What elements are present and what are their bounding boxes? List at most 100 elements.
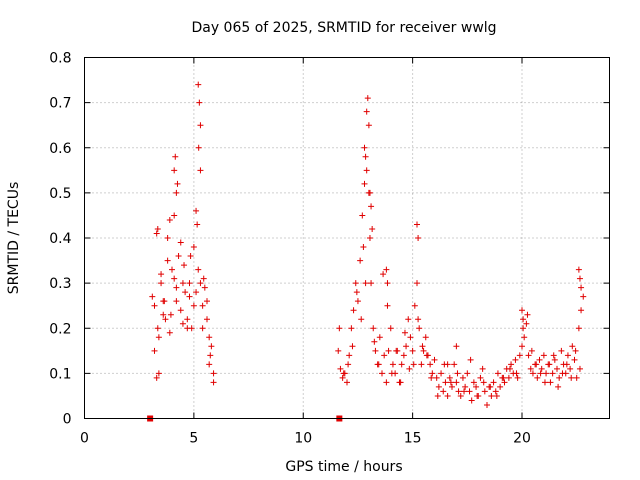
data-point	[164, 257, 171, 264]
data-point	[193, 207, 200, 214]
data-point	[346, 352, 353, 359]
data-point	[204, 298, 210, 305]
data-points	[147, 81, 587, 422]
data-point	[171, 212, 178, 219]
data-point	[368, 280, 375, 287]
y-axis-label: SRMTID / TECUs	[6, 182, 22, 295]
x-tick-label: 20	[513, 431, 531, 447]
data-point	[407, 334, 414, 341]
y-tick-label: 0.7	[49, 96, 71, 112]
y-tick-label: 0.2	[49, 321, 71, 337]
data-point	[151, 302, 158, 309]
data-point	[201, 284, 208, 291]
x-tick-label: 15	[404, 431, 422, 447]
data-point	[575, 266, 582, 273]
data-point	[563, 361, 570, 368]
data-point	[534, 374, 541, 381]
data-point	[380, 271, 387, 278]
data-point	[409, 347, 416, 354]
data-point	[193, 289, 200, 296]
data-point	[551, 356, 558, 363]
data-point	[401, 329, 408, 336]
data-point	[171, 167, 178, 174]
data-point	[177, 307, 184, 314]
data-point	[576, 275, 583, 282]
data-point	[363, 167, 370, 174]
data-point	[568, 374, 575, 381]
data-point	[497, 383, 504, 390]
data-point	[431, 356, 438, 363]
data-point	[492, 388, 499, 395]
data-point	[422, 334, 429, 341]
data-point	[369, 225, 376, 232]
data-point	[337, 365, 344, 372]
data-point	[468, 397, 475, 404]
data-point	[383, 379, 390, 386]
data-point	[197, 122, 204, 129]
data-point	[558, 347, 565, 354]
data-point	[455, 388, 462, 395]
data-point	[336, 325, 343, 332]
data-point	[206, 334, 213, 341]
data-point	[567, 365, 574, 372]
data-point	[385, 347, 392, 354]
data-point	[208, 343, 215, 350]
data-point	[195, 266, 202, 273]
data-point	[389, 361, 396, 368]
data-point	[210, 370, 217, 377]
data-point	[190, 302, 197, 309]
chart-title: Day 065 of 2025, SRMTID for receiver wwl…	[191, 20, 496, 36]
data-point	[179, 280, 186, 287]
data-point	[210, 379, 217, 386]
data-point	[182, 289, 189, 296]
data-point	[543, 370, 550, 377]
data-point	[371, 338, 378, 345]
data-point	[473, 383, 480, 390]
data-point	[206, 361, 213, 368]
data-point	[575, 325, 582, 332]
data-point	[397, 379, 404, 386]
data-point	[554, 365, 560, 372]
data-point	[444, 361, 451, 368]
data-point	[364, 95, 371, 102]
data-point	[438, 370, 445, 377]
data-point	[195, 144, 202, 151]
data-point	[479, 365, 486, 372]
data-point	[354, 298, 361, 305]
data-point	[166, 216, 173, 223]
data-point	[444, 392, 451, 399]
data-point	[453, 343, 460, 350]
data-point	[339, 374, 346, 381]
data-point	[519, 307, 525, 314]
data-point	[547, 379, 554, 386]
data-point	[536, 356, 543, 363]
axis-ticks: 0 0.1 0.2 0.3 0.4 0.5 0.6 0.7 0.8 0 5 10 15 20	[49, 51, 610, 447]
data-point	[521, 334, 528, 341]
data-point	[514, 374, 521, 381]
data-point	[416, 325, 423, 332]
data-point	[442, 379, 449, 386]
data-point	[167, 311, 174, 318]
data-point	[166, 329, 173, 336]
data-point	[484, 401, 490, 408]
data-point	[410, 361, 417, 368]
data-point	[204, 316, 210, 323]
data-point	[197, 280, 204, 287]
data-point	[423, 352, 430, 359]
y-tick-label: 0.6	[49, 141, 71, 157]
data-point	[477, 374, 484, 381]
data-point	[190, 244, 197, 251]
data-point	[173, 298, 180, 305]
data-point	[160, 311, 167, 318]
data-point	[154, 225, 161, 232]
data-point	[186, 293, 193, 300]
data-point	[529, 370, 536, 377]
data-point	[446, 374, 453, 381]
data-point	[384, 302, 391, 309]
data-point	[360, 244, 367, 251]
y-tick-label: 0.5	[49, 186, 71, 202]
data-point	[153, 230, 160, 237]
data-point	[365, 122, 372, 129]
data-point	[154, 325, 161, 332]
data-point	[540, 352, 547, 359]
